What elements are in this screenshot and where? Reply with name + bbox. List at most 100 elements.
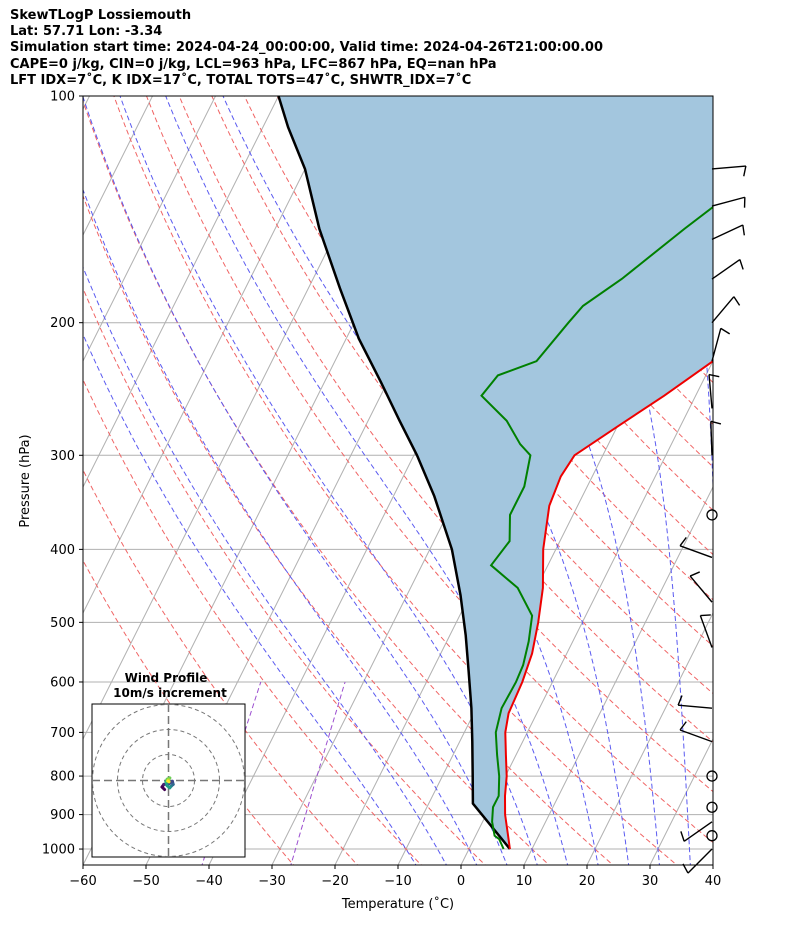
x-tick-label: −30 [258,874,285,889]
isotherm-line [397,233,713,865]
y-tick-label: 500 [50,616,75,631]
barb-feather [742,224,746,236]
barb-feather [700,614,711,617]
y-tick-label: 200 [50,316,75,331]
isotherm-line [586,611,713,865]
barb-feather [682,863,689,874]
barb-feather [708,373,720,378]
calm-circle [706,509,718,521]
barb-staff [711,328,722,362]
barb-feather [680,831,685,842]
barb-feather [710,420,722,425]
dry-adiabat-line [83,287,486,865]
moist-adiabat-line [119,96,538,865]
wind-barb [689,571,713,603]
dry-adiabat-line [178,96,713,793]
dry-adiabat-line [83,559,295,865]
wind-barb [706,509,718,521]
wind-barb [711,327,731,362]
barb-staff [678,704,713,709]
barb-staff [711,296,735,324]
barb-feather [739,259,744,270]
barb-feather [733,296,741,306]
x-tick-label: −40 [195,874,222,889]
barb-feather [689,571,701,577]
cape-shading [278,96,713,849]
y-tick-label: 100 [50,90,75,105]
barb-staff [679,729,713,743]
y-tick-label: 1000 [42,843,75,858]
moist-adiabat-line [753,96,762,868]
barb-staff [710,421,713,456]
indices-line-2: LFT IDX=7˚C, K IDX=17˚C, TOTAL TOTS=47˚C… [10,72,472,88]
barb-feather [720,327,731,335]
isotherm-line [83,96,279,489]
barb-staff [689,575,713,603]
chart-title: SkewTLogP Lossiemouth [10,8,192,23]
parcel-line [277,96,511,850]
wind-barbs [677,165,747,874]
wind-barb [677,695,713,709]
temperature-line [503,359,713,850]
barb-staff [711,165,746,170]
moist-adiabat-line [83,333,417,865]
axes: −60 −50 −40 −30 −20 −10 0 10 20 30 40 100 200 300 400 5… [42,90,721,890]
wind-barb [711,258,744,280]
y-tick-label: 700 [50,726,75,741]
wind-barb [706,770,718,782]
dry-adiabat-line [83,378,422,865]
wind-barb [680,821,713,842]
isotherm-line [460,359,713,865]
moist-adiabat-line [659,96,713,501]
wind-barb [711,224,746,240]
x-tick-label: −50 [132,874,159,889]
y-tick-label: 900 [50,808,75,823]
barb-staff [683,821,713,842]
barb-feather [743,165,747,177]
isotherm-line [83,96,90,111]
x-tick-label: 30 [642,874,659,889]
dry-adiabat-line [211,96,713,743]
barb-staff [711,196,746,207]
x-tick-label: −10 [384,874,411,889]
isotherm-line [83,96,342,615]
x-tick-label: −60 [69,874,96,889]
isotherm-line [83,96,216,363]
wind-barb [710,420,722,456]
x-tick-label: 10 [516,874,533,889]
x-tick-label: 40 [705,874,722,889]
hodograph-subtitle: 10m/s increment [113,686,227,700]
barb-staff [708,374,713,409]
isotherm-line [83,96,153,237]
barb-feather [679,721,687,731]
cape-area [278,96,713,849]
calm-circle [706,770,718,782]
location-line: Lat: 57.71 Lon: -3.34 [10,24,163,40]
hodograph-inset: Wind Profile 10m/s increment [91,671,246,858]
isotherm-line [712,863,713,865]
barb-feather [677,695,683,706]
dewpoint-line [480,205,713,850]
y-tick-label: 600 [50,675,75,690]
dry-adiabat-line [243,96,713,695]
y-tick-label: 800 [50,770,75,785]
barb-staff [699,615,713,648]
calm-circle [706,830,718,842]
wind-barb [711,196,746,208]
moist-adiabat-line [83,188,478,865]
x-axis-label: Temperature (˚C) [341,896,454,912]
wind-barb [699,614,713,648]
indices-line-1: CAPE=0 j/kg, CIN=0 j/kg, LCL=963 hPa, LF… [10,56,497,72]
isotherm-line [523,485,713,865]
barb-feather [679,537,687,547]
wind-barb [708,373,720,409]
time-line: Simulation start time: 2024-04-24_00:00:… [10,40,603,56]
wind-barb [711,296,741,324]
hodograph-segment [166,779,171,784]
x-tick-label: 0 [457,874,465,889]
dry-adiabat-line [83,194,550,865]
y-tick-label: 400 [50,543,75,558]
barb-staff [711,224,744,240]
dry-adiabat-line [439,96,713,425]
